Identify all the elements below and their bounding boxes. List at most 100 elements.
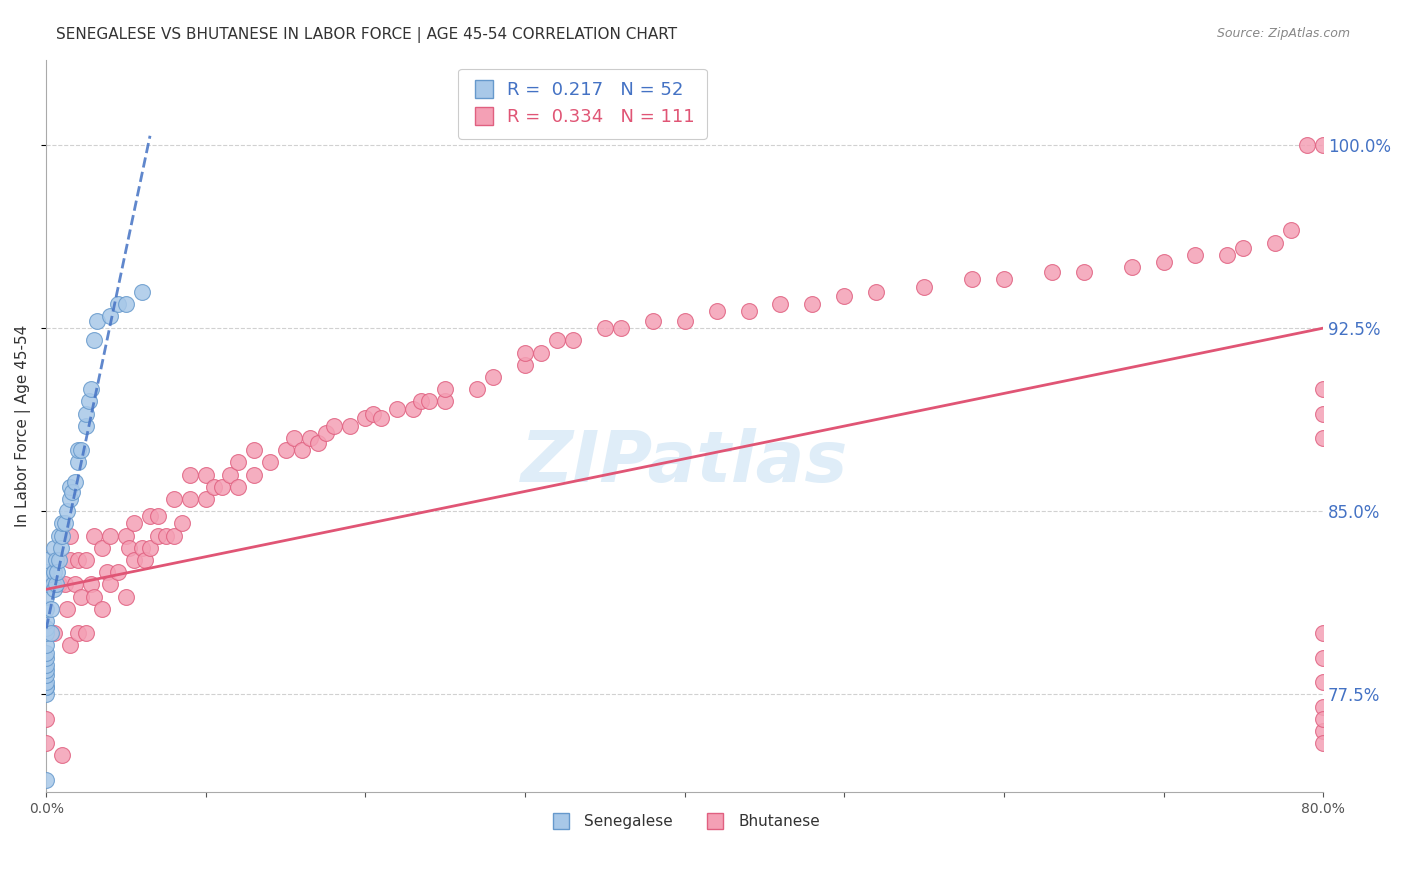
Point (45, 553, 67, 567)
Y-axis label: In Labor Force | Age 45-54: In Labor Force | Age 45-54 (15, 325, 31, 527)
Point (118, 541, 141, 555)
Point (194, 467, 217, 482)
Point (139, 541, 162, 555)
Point (1312, 382, 1334, 396)
Point (298, 431, 321, 445)
Point (1121, 260, 1143, 274)
Point (226, 480, 249, 494)
Point (35, 667, 58, 681)
Point (59, 553, 82, 567)
Point (91, 541, 114, 555)
Point (339, 418, 361, 433)
Point (218, 467, 240, 482)
Point (283, 431, 305, 445)
Point (55, 577, 77, 591)
Point (35, 675, 58, 690)
Point (35, 577, 58, 591)
Point (465, 382, 488, 396)
Point (1312, 431, 1334, 445)
Point (48, 577, 70, 591)
Point (1184, 248, 1206, 262)
Point (63, 475, 86, 489)
Point (1312, 712, 1334, 726)
Point (83, 334, 105, 348)
Point (56, 602, 79, 616)
Point (45, 577, 67, 591)
Point (1216, 248, 1239, 262)
Point (274, 443, 297, 458)
Point (155, 528, 177, 542)
Point (35, 658, 58, 673)
Point (98, 528, 121, 542)
Point (35, 621, 58, 635)
Point (35, 646, 58, 660)
Point (115, 590, 138, 604)
Point (134, 553, 156, 567)
Point (912, 279, 935, 293)
Point (1312, 138, 1334, 153)
Point (83, 590, 105, 604)
Point (131, 541, 153, 555)
Legend: Senegalese, Bhutanese: Senegalese, Bhutanese (543, 808, 827, 836)
Point (211, 480, 233, 494)
Point (35, 736, 58, 750)
Point (482, 370, 505, 384)
Point (610, 321, 633, 335)
Point (170, 516, 193, 531)
Point (146, 509, 169, 524)
Point (107, 296, 129, 310)
Point (402, 401, 425, 416)
Point (96, 566, 118, 580)
Point (259, 455, 281, 469)
Text: Source: ZipAtlas.com: Source: ZipAtlas.com (1216, 27, 1350, 40)
Point (131, 285, 153, 299)
Point (1312, 699, 1334, 714)
Point (91, 602, 114, 616)
Point (194, 491, 217, 506)
Point (59, 480, 82, 494)
Point (35, 626, 58, 640)
Point (44, 626, 66, 640)
Point (1232, 241, 1254, 255)
Point (1312, 407, 1334, 421)
Point (35, 553, 58, 567)
Point (75, 418, 97, 433)
Point (202, 480, 225, 494)
Point (35, 650, 58, 665)
Point (41, 577, 63, 591)
Point (562, 334, 585, 348)
Point (1264, 235, 1286, 250)
Point (98, 577, 121, 591)
Point (55, 516, 77, 531)
Point (48, 528, 70, 542)
Point (80, 382, 103, 396)
Point (35, 680, 58, 694)
Point (513, 345, 536, 359)
Point (291, 443, 314, 458)
Point (122, 553, 145, 567)
Point (179, 491, 201, 506)
Point (98, 309, 121, 323)
Point (67, 443, 90, 458)
Point (107, 566, 129, 580)
Point (322, 418, 344, 433)
Point (67, 455, 90, 469)
Point (63, 577, 86, 591)
Point (226, 455, 249, 469)
Point (146, 528, 169, 542)
Point (79, 394, 101, 409)
Point (370, 411, 392, 425)
Point (51, 516, 73, 531)
Point (641, 314, 664, 328)
Point (75, 626, 97, 640)
Point (546, 334, 568, 348)
Point (35, 772, 58, 787)
Point (363, 407, 385, 421)
Point (39, 577, 62, 591)
Point (1312, 723, 1334, 738)
Point (179, 467, 201, 482)
Point (434, 394, 457, 409)
Point (44, 566, 66, 580)
Point (1312, 736, 1334, 750)
Point (593, 321, 616, 335)
